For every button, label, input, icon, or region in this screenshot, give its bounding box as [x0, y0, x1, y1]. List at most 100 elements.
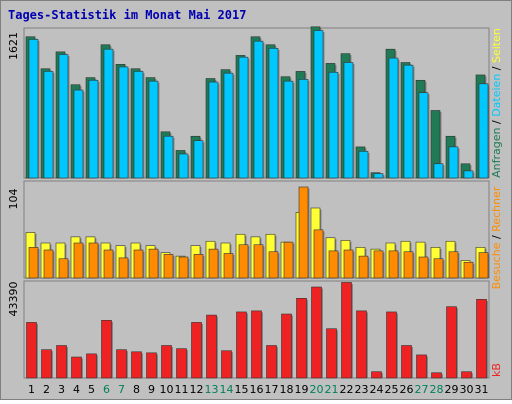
bar-middle-besuche-13 — [208, 248, 219, 279]
bar-bottom-kb-10 — [161, 345, 172, 379]
bar-bottom-kb-5 — [86, 353, 97, 379]
bar-top-dateien-16 — [253, 40, 264, 179]
bar-middle-besuche-31 — [478, 252, 489, 279]
x-tick-label-6: 6 — [103, 383, 110, 396]
x-tick-label-23: 23 — [355, 383, 369, 396]
chart-title: Tages-Statistik im Monat Mai 2017 — [8, 8, 246, 22]
bar-bottom-kb-28 — [431, 372, 442, 379]
bar-bottom-kb-3 — [56, 345, 67, 379]
bar-top-dateien-4 — [73, 89, 84, 179]
bar-middle-besuche-11 — [178, 256, 189, 279]
bar-bottom-kb-23 — [356, 310, 367, 379]
panel-middle — [23, 180, 490, 279]
bar-bottom-kb-6 — [101, 320, 112, 379]
bar-middle-besuche-29 — [448, 251, 459, 279]
legend-middle-rechner: Rechner — [490, 186, 503, 232]
x-tick-label-10: 10 — [160, 383, 174, 396]
bar-bottom-kb-8 — [131, 351, 142, 379]
x-tick-label-31: 31 — [475, 383, 489, 396]
bar-bottom-kb-20 — [311, 286, 322, 379]
x-tick-label-11: 11 — [175, 383, 189, 396]
bar-top-dateien-31 — [478, 83, 489, 179]
bar-top-dateien-11 — [178, 153, 189, 179]
bar-top-dateien-30 — [463, 170, 474, 179]
bar-middle-besuche-20 — [313, 229, 324, 279]
bar-middle-besuche-1 — [28, 247, 39, 279]
bar-bottom-kb-26 — [401, 345, 412, 379]
bar-middle-besuche-21 — [328, 250, 339, 279]
bar-bottom-kb-13 — [206, 314, 217, 379]
legend-top: Anfragen / Dateien / Seiten — [490, 28, 503, 178]
bar-middle-besuche-14 — [223, 253, 234, 279]
bar-top-dateien-15 — [238, 56, 249, 179]
panel-top — [23, 26, 490, 179]
x-tick-label-12: 12 — [190, 383, 204, 396]
bar-middle-besuche-16 — [253, 244, 264, 279]
ymax-label-top: 1621 — [7, 32, 20, 60]
bar-bottom-kb-27 — [416, 354, 427, 379]
panel-bottom — [23, 280, 490, 379]
x-tick-label-8: 8 — [133, 383, 140, 396]
bar-top-dateien-18 — [283, 80, 294, 179]
bar-bottom-kb-1 — [26, 322, 37, 379]
bar-top-dateien-7 — [118, 66, 129, 179]
bar-bottom-kb-31 — [476, 299, 487, 379]
legend-top-anfragen: Anfragen — [490, 127, 503, 177]
x-tick-label-3: 3 — [58, 383, 65, 396]
x-tick-label-16: 16 — [250, 383, 264, 396]
bar-bottom-kb-15 — [236, 311, 247, 379]
legend-top-seiten: Seiten — [490, 28, 503, 63]
ymax-label-middle: 104 — [7, 189, 20, 210]
bar-top-dateien-14 — [223, 72, 234, 179]
legend-bottom: kB — [490, 363, 503, 377]
x-tick-label-22: 22 — [340, 383, 354, 396]
bar-middle-besuche-7 — [118, 257, 129, 279]
x-tick-label-15: 15 — [235, 383, 249, 396]
legend-top-separator: / — [490, 63, 503, 74]
x-tick-label-14: 14 — [220, 383, 234, 396]
bar-top-dateien-28 — [433, 163, 444, 179]
y-axis-labels: 1621 104 43390 — [7, 32, 20, 317]
bar-bottom-kb-24 — [371, 371, 382, 379]
bar-top-dateien-19 — [298, 79, 309, 179]
bar-middle-besuche-22 — [343, 249, 354, 279]
bar-top-dateien-5 — [88, 79, 99, 179]
bar-top-dateien-10 — [163, 135, 174, 179]
panels-layer — [23, 26, 490, 379]
bar-bottom-kb-7 — [116, 349, 127, 379]
right-legend: Anfragen / Dateien / Seiten Besuche / Rec… — [490, 28, 503, 377]
bar-middle-besuche-10 — [163, 254, 174, 279]
bar-middle-besuche-17 — [268, 251, 279, 279]
legend-bottom-kb: kB — [490, 363, 503, 377]
bar-bottom-kb-4 — [71, 356, 82, 379]
bar-middle-besuche-24 — [373, 250, 384, 279]
bar-middle-besuche-28 — [433, 258, 444, 279]
bar-bottom-kb-22 — [341, 282, 352, 379]
bar-middle-besuche-26 — [403, 251, 414, 279]
x-tick-label-29: 29 — [445, 383, 459, 396]
bar-bottom-kb-21 — [326, 328, 337, 379]
bar-top-dateien-20 — [313, 30, 324, 179]
bar-bottom-kb-11 — [176, 348, 187, 379]
bar-middle-besuche-23 — [358, 255, 369, 279]
x-tick-label-13: 13 — [205, 383, 219, 396]
bar-bottom-kb-29 — [446, 306, 457, 379]
bar-middle-besuche-30 — [463, 261, 474, 279]
bar-middle-besuche-19 — [298, 186, 309, 279]
x-tick-label-26: 26 — [400, 383, 414, 396]
bar-bottom-kb-17 — [266, 345, 277, 379]
bar-top-dateien-3 — [58, 54, 69, 179]
x-tick-label-21: 21 — [325, 383, 339, 396]
bar-middle-besuche-12 — [193, 254, 204, 279]
bar-top-dateien-2 — [43, 71, 54, 179]
bar-bottom-kb-2 — [41, 349, 52, 379]
bar-middle-besuche-9 — [148, 248, 159, 279]
bar-top-dateien-25 — [388, 57, 399, 179]
bar-top-dateien-9 — [148, 80, 159, 179]
x-tick-label-27: 27 — [415, 383, 429, 396]
bar-top-dateien-1 — [28, 39, 39, 179]
legend-middle-separator: / — [490, 232, 503, 243]
x-tick-label-28: 28 — [430, 383, 444, 396]
